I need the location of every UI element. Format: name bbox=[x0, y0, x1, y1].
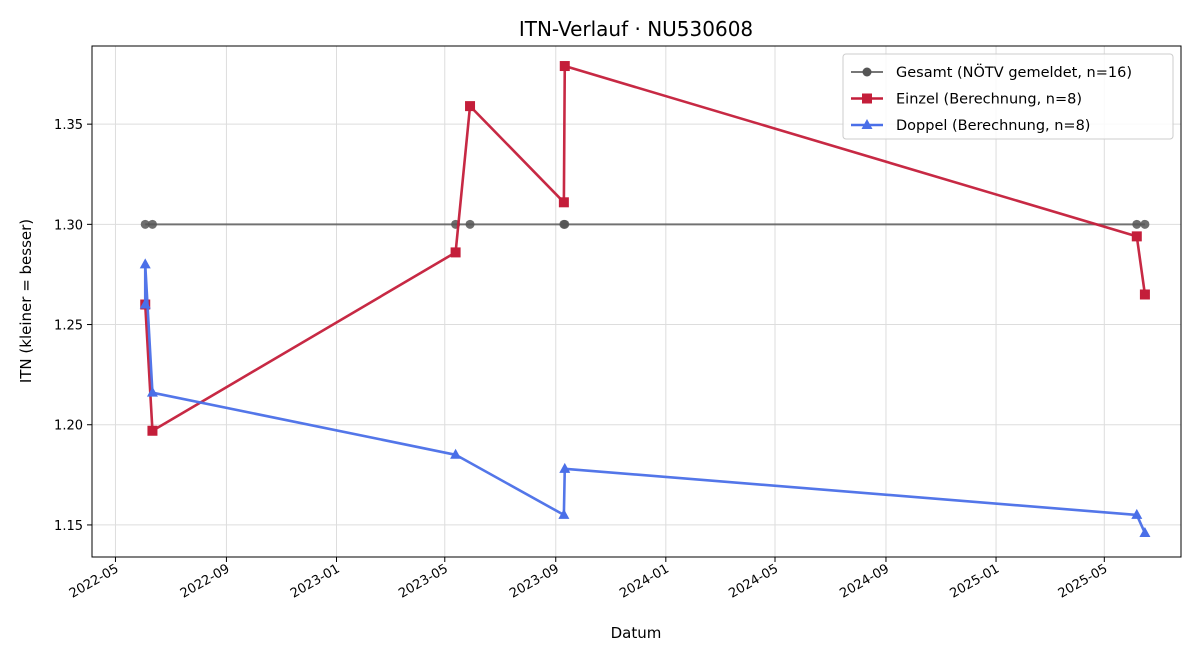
data-point bbox=[558, 197, 569, 208]
data-point bbox=[1140, 219, 1150, 229]
data-point bbox=[558, 508, 570, 519]
data-point bbox=[450, 247, 461, 258]
series-line bbox=[143, 263, 1147, 534]
legend-label: Doppel (Berechnung, n=8) bbox=[896, 118, 1090, 134]
data-point bbox=[1139, 526, 1151, 537]
data-point bbox=[465, 101, 476, 112]
x-tick-label: 2023-01 bbox=[288, 561, 343, 601]
x-tick-label: 2024-09 bbox=[837, 561, 892, 601]
data-point bbox=[450, 448, 462, 459]
x-axis-label: Datum bbox=[611, 624, 662, 642]
legend-label: Gesamt (NÖTV gemeldet, n=16) bbox=[896, 63, 1132, 81]
y-tick-label: 1.15 bbox=[54, 519, 83, 534]
x-tick-label: 2025-01 bbox=[947, 561, 1002, 601]
data-point bbox=[465, 219, 475, 229]
legend-box bbox=[842, 53, 1174, 140]
x-tick-label: 2024-05 bbox=[726, 561, 781, 601]
y-tick-label: 1.30 bbox=[54, 218, 83, 233]
x-tick-label: 2022-05 bbox=[67, 561, 122, 601]
data-point bbox=[1132, 219, 1142, 229]
data-point bbox=[1131, 231, 1142, 242]
data-point bbox=[1131, 508, 1143, 519]
x-tick-label: 2024-01 bbox=[617, 561, 672, 601]
legend-label: Einzel (Berechnung, n=8) bbox=[896, 92, 1082, 108]
series-circle bbox=[140, 219, 1150, 229]
y-tick-label: 1.25 bbox=[54, 319, 83, 334]
data-point bbox=[139, 258, 151, 269]
data-point bbox=[147, 219, 157, 229]
chart-title: ITN-Verlauf · NU530608 bbox=[519, 17, 753, 41]
legend-marker bbox=[861, 119, 873, 129]
data-point bbox=[146, 386, 158, 397]
data-point bbox=[147, 425, 158, 436]
plot-frame bbox=[91, 45, 1182, 558]
x-tick-label: 2023-09 bbox=[507, 561, 562, 601]
series-triangle bbox=[139, 258, 1151, 537]
data-point bbox=[560, 219, 570, 229]
x-tick-label: 2023-05 bbox=[396, 561, 451, 601]
data-point bbox=[139, 298, 151, 309]
series-layer bbox=[139, 61, 1151, 537]
data-point bbox=[559, 61, 570, 72]
legend: Gesamt (NÖTV gemeldet, n=16) Einzel (Bere… bbox=[842, 53, 1174, 140]
legend-marker bbox=[862, 93, 872, 104]
x-tick-label: 2025-05 bbox=[1056, 561, 1111, 601]
series-line bbox=[143, 64, 1147, 433]
data-point bbox=[140, 219, 150, 229]
data-point bbox=[559, 462, 571, 473]
y-axis-label: ITN (kleiner = besser) bbox=[17, 219, 35, 383]
data-point bbox=[1139, 289, 1150, 300]
axis-ticks: 2022-05 2022-09 2023-01 2023-05 2023-09 2024-… bbox=[54, 118, 1110, 601]
y-tick-label: 1.20 bbox=[54, 419, 83, 434]
x-tick-label: 2022-09 bbox=[178, 561, 233, 601]
legend-marker bbox=[862, 67, 872, 77]
y-tick-label: 1.35 bbox=[54, 118, 83, 133]
